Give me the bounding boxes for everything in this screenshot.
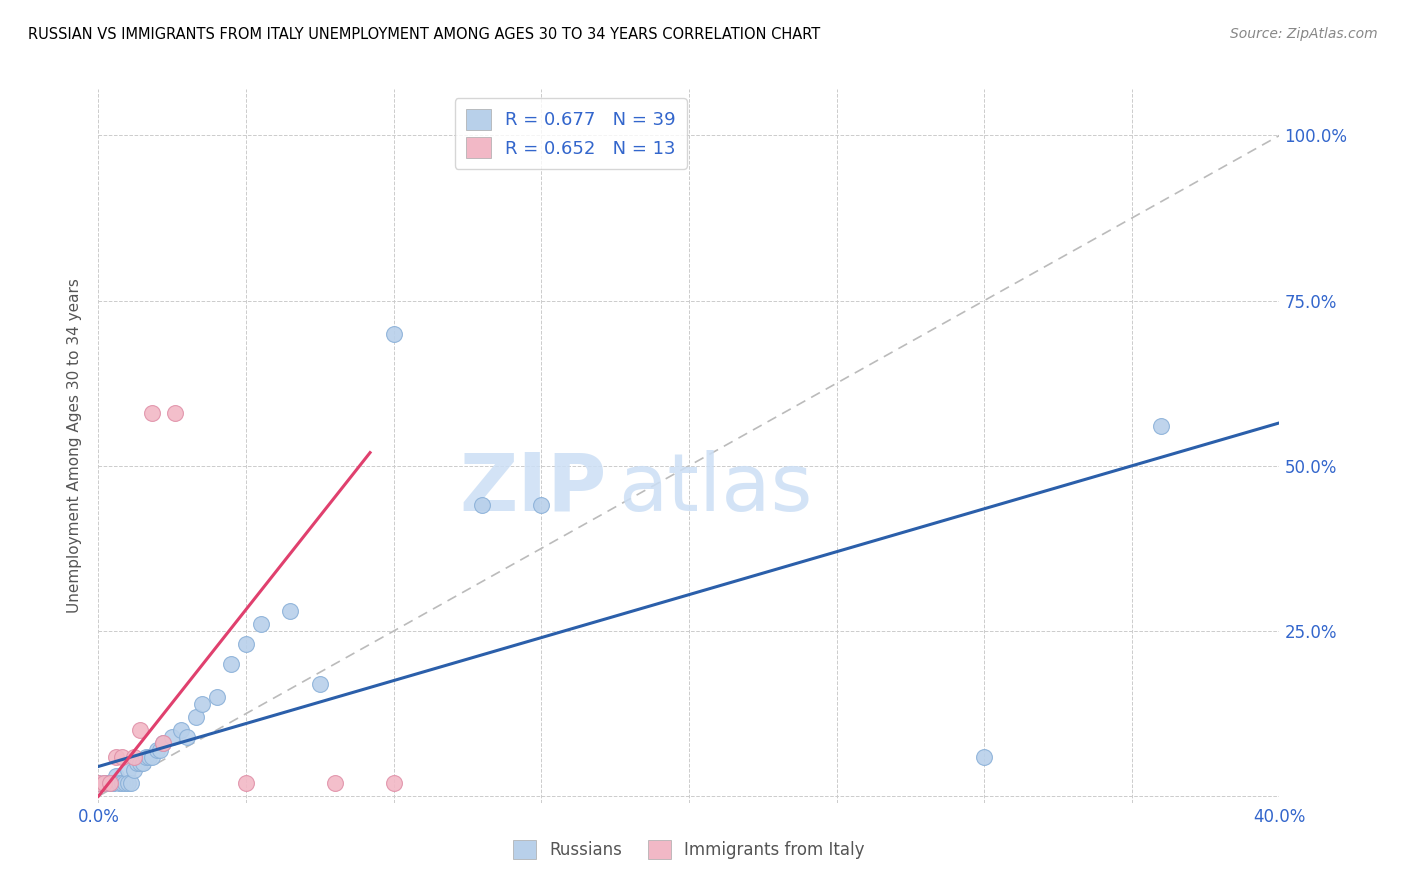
Point xyxy=(235,637,257,651)
Point xyxy=(122,763,145,777)
Point xyxy=(93,776,115,790)
Point xyxy=(149,743,172,757)
Point xyxy=(111,749,134,764)
Point xyxy=(117,776,139,790)
Point xyxy=(152,736,174,750)
Y-axis label: Unemployment Among Ages 30 to 34 years: Unemployment Among Ages 30 to 34 years xyxy=(67,278,83,614)
Point xyxy=(96,776,118,790)
Point xyxy=(117,763,139,777)
Text: atlas: atlas xyxy=(619,450,813,528)
Point xyxy=(141,749,163,764)
Point xyxy=(165,406,187,420)
Text: RUSSIAN VS IMMIGRANTS FROM ITALY UNEMPLOYMENT AMONG AGES 30 TO 34 YEARS CORRELAT: RUSSIAN VS IMMIGRANTS FROM ITALY UNEMPLO… xyxy=(28,27,820,42)
Point xyxy=(170,723,193,738)
Point xyxy=(98,776,121,790)
Point xyxy=(530,499,553,513)
Point xyxy=(103,776,125,790)
Point xyxy=(1150,419,1173,434)
Text: ZIP: ZIP xyxy=(458,450,606,528)
Point xyxy=(122,749,145,764)
Point xyxy=(471,499,494,513)
Point xyxy=(382,776,405,790)
Point xyxy=(132,756,155,771)
Point xyxy=(114,776,136,790)
Point xyxy=(98,776,121,790)
Point xyxy=(973,749,995,764)
Point xyxy=(309,677,332,691)
Point xyxy=(146,743,169,757)
Point xyxy=(87,776,110,790)
Point xyxy=(278,604,302,618)
Point xyxy=(235,776,257,790)
Point xyxy=(108,776,131,790)
Point xyxy=(323,776,346,790)
Point xyxy=(120,776,142,790)
Point xyxy=(152,736,174,750)
Point xyxy=(105,769,128,783)
Point xyxy=(103,776,125,790)
Point xyxy=(111,776,134,790)
Point xyxy=(128,756,150,771)
Point xyxy=(162,730,183,744)
Point xyxy=(382,326,405,341)
Point xyxy=(184,710,207,724)
Point xyxy=(191,697,214,711)
Point xyxy=(87,776,110,790)
Legend: Russians, Immigrants from Italy: Russians, Immigrants from Italy xyxy=(506,833,872,866)
Point xyxy=(105,749,128,764)
Point xyxy=(176,730,198,744)
Point xyxy=(138,749,160,764)
Point xyxy=(219,657,242,671)
Text: Source: ZipAtlas.com: Source: ZipAtlas.com xyxy=(1230,27,1378,41)
Point xyxy=(250,617,273,632)
Point xyxy=(141,406,163,420)
Point xyxy=(93,776,115,790)
Point xyxy=(125,756,148,771)
Point xyxy=(205,690,228,704)
Point xyxy=(135,749,157,764)
Point xyxy=(128,723,150,738)
